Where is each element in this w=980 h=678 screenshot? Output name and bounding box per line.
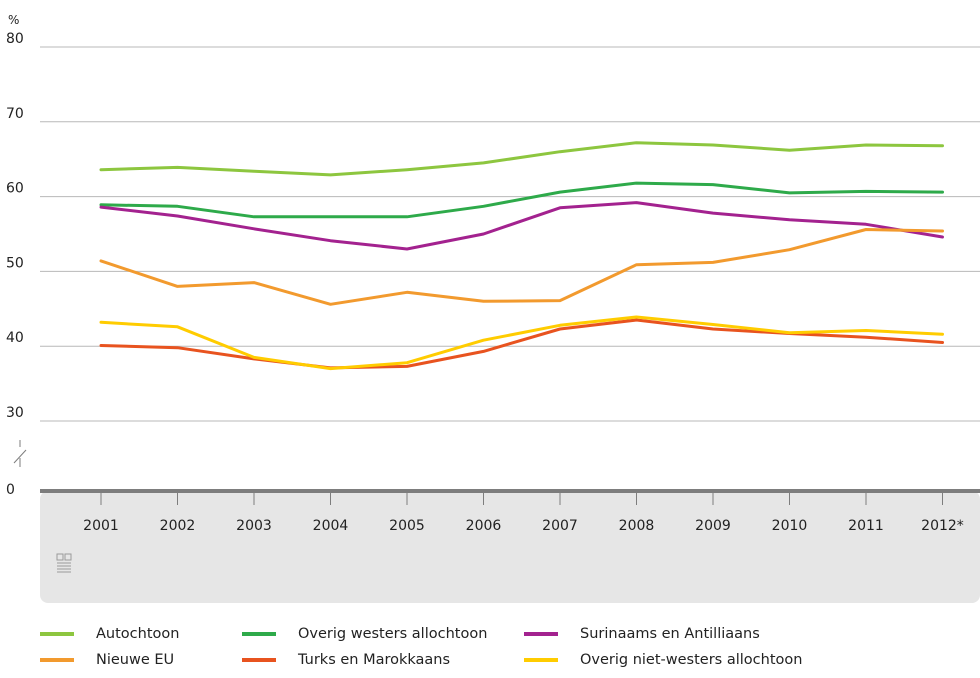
x-tick-label: 2003 bbox=[236, 518, 272, 534]
y-axis-tick-labels: 80 70 60 50 40 30 bbox=[6, 31, 24, 421]
series-line-turks-en-marokkaans bbox=[99, 318, 944, 370]
y-tick-label: 70 bbox=[6, 106, 24, 122]
x-tick-label: 2012* bbox=[921, 518, 964, 534]
x-tick-label: 2007 bbox=[542, 518, 578, 534]
legend-label: Turks en Marokkaans bbox=[298, 652, 451, 668]
y-tick-label: 40 bbox=[6, 330, 24, 346]
legend-label: Nieuwe EU bbox=[96, 652, 175, 668]
legend-label: Overig niet-westers allochtoon bbox=[580, 652, 803, 668]
x-tick-label: 2005 bbox=[389, 518, 425, 534]
legend-item: Surinaams en Antilliaans bbox=[524, 626, 760, 642]
x-tick-label: 2006 bbox=[466, 518, 502, 534]
series-line-autochtoon bbox=[99, 141, 944, 177]
legend-swatch-surinaams-antilliaans bbox=[524, 632, 558, 636]
y-zero-label: 0 bbox=[6, 482, 15, 498]
legend-swatch-nieuwe-eu bbox=[40, 658, 74, 662]
legend-item: Overig westers allochtoon bbox=[242, 626, 487, 642]
y-tick-label: 30 bbox=[6, 405, 24, 421]
y-tick-label: 60 bbox=[6, 181, 24, 197]
series-line-overig-westers-allochtoon bbox=[99, 181, 944, 219]
legend-swatch-turks-marokkaans bbox=[242, 658, 276, 662]
x-tick-label: 2004 bbox=[313, 518, 349, 534]
x-tick-label: 2008 bbox=[619, 518, 655, 534]
category-axis-panel bbox=[40, 491, 980, 603]
x-axis-ticks: 2001 2002 2003 2004 2005 2006 2007 2008 2009 2010… bbox=[83, 491, 964, 534]
x-tick-label: 2009 bbox=[695, 518, 731, 534]
legend-label: Overig westers allochtoon bbox=[298, 626, 488, 642]
legend-swatch-overig-westers bbox=[242, 632, 276, 636]
y-tick-label: 50 bbox=[6, 255, 24, 271]
x-tick-label: 2002 bbox=[160, 518, 196, 534]
legend-item: Turks en Marokkaans bbox=[242, 652, 450, 668]
axis-break-icon bbox=[13, 440, 27, 467]
legend-label: Surinaams en Antilliaans bbox=[580, 626, 760, 642]
gridlines bbox=[40, 46, 980, 422]
series-line-nieuwe-eu bbox=[99, 228, 944, 306]
legend-swatch-autochtoon bbox=[40, 632, 74, 636]
series-line-surinaams-en-antilliaans bbox=[99, 201, 944, 251]
y-axis-unit-label: % bbox=[8, 13, 19, 27]
series-line-overig-niet-westers-allochtoon bbox=[99, 315, 944, 371]
legend-item: Overig niet-westers allochtoon bbox=[524, 652, 802, 668]
cbs-logo-icon bbox=[56, 553, 72, 573]
y-tick-label: 80 bbox=[6, 31, 24, 47]
legend-label: Autochtoon bbox=[96, 626, 180, 642]
x-tick-label: 2010 bbox=[772, 518, 808, 534]
legend-item: Nieuwe EU bbox=[40, 652, 174, 668]
x-tick-label: 2001 bbox=[83, 518, 119, 534]
series-lines bbox=[99, 141, 944, 371]
legend-swatch-overig-niet-westers bbox=[524, 658, 558, 662]
legend-item: Autochtoon bbox=[40, 626, 179, 642]
x-tick-label: 2011 bbox=[848, 518, 884, 534]
legend: Autochtoon Nieuwe EU Overig westers allo… bbox=[40, 626, 960, 676]
